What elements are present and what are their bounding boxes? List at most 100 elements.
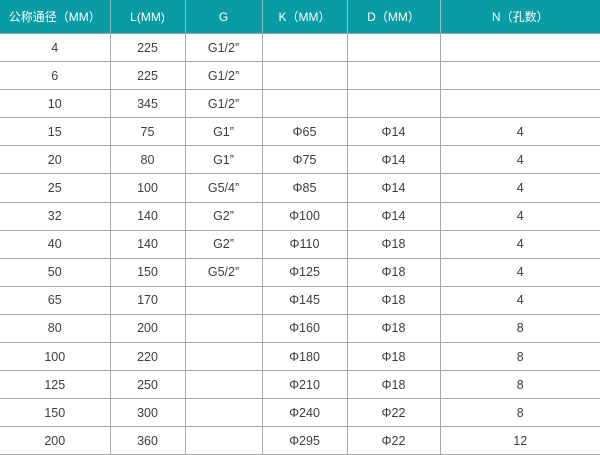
cell-l: 360 [110, 426, 186, 455]
cell-n: 8 [440, 398, 600, 428]
cell-g: G1/2” [185, 89, 263, 119]
cell-n: 8 [440, 370, 600, 400]
cell-d: Φ22 [347, 398, 441, 428]
cell-l: 170 [110, 286, 186, 315]
cell-dn: 200 [0, 426, 111, 455]
cell-l: 225 [110, 33, 186, 63]
cell-dn: 10 [0, 89, 111, 119]
cell-dn: 100 [0, 342, 111, 372]
cell-l: 140 [110, 230, 186, 259]
cell-g: G1/2” [185, 33, 263, 63]
table-row: 125 250 Φ210 Φ18 8 [0, 370, 600, 400]
column-header-d: D（MM） [347, 0, 441, 34]
table-row: 6 225 G1/2” [0, 61, 600, 91]
cell-n: 4 [440, 173, 600, 203]
cell-l: 300 [110, 398, 186, 428]
table-row: 80 200 Φ160 Φ18 8 [0, 314, 600, 344]
column-header-nominal-diameter: 公称通径（MM） [0, 0, 111, 34]
cell-k: Φ145 [262, 286, 348, 315]
cell-k: Φ210 [262, 370, 348, 400]
cell-dn: 80 [0, 314, 111, 344]
table-header: 公称通径（MM） L(MM) G K（MM） D（MM） N（孔数） [0, 0, 600, 34]
cell-d [347, 33, 441, 63]
cell-dn: 4 [0, 33, 111, 63]
table-row: 15 75 G1” Φ65 Φ14 4 [0, 117, 600, 147]
table-body: 4 225 G1/2” 6 225 G1/2” 10 345 G1/2” 15 75 G1” Φ65 Φ1… [0, 33, 600, 455]
cell-k: Φ160 [262, 314, 348, 344]
cell-n: 4 [440, 230, 600, 259]
cell-g [185, 426, 263, 455]
cell-n: 4 [440, 117, 600, 147]
cell-g: G5/4” [185, 173, 263, 203]
cell-n: 12 [440, 426, 600, 455]
table-row: 40 140 G2” Φ110 Φ18 4 [0, 230, 600, 259]
cell-k: Φ75 [262, 145, 348, 175]
cell-d: Φ18 [347, 286, 441, 315]
cell-d [347, 61, 441, 91]
column-header-thread: G [185, 0, 263, 34]
cell-k: Φ85 [262, 173, 348, 203]
cell-k: Φ110 [262, 230, 348, 259]
table-row: 150 300 Φ240 Φ22 8 [0, 398, 600, 428]
cell-d: Φ22 [347, 426, 441, 455]
cell-d: Φ18 [347, 230, 441, 259]
cell-k: Φ295 [262, 426, 348, 455]
cell-l: 220 [110, 342, 186, 372]
table-row: 10 345 G1/2” [0, 89, 600, 119]
cell-d: Φ18 [347, 258, 441, 287]
cell-k: Φ65 [262, 117, 348, 147]
cell-d: Φ18 [347, 314, 441, 344]
cell-n: 8 [440, 314, 600, 344]
cell-n [440, 33, 600, 63]
cell-g [185, 286, 263, 315]
cell-n: 8 [440, 342, 600, 372]
table-row: 100 220 Φ180 Φ18 8 [0, 342, 600, 372]
cell-l: 150 [110, 258, 186, 287]
cell-d: Φ18 [347, 370, 441, 400]
cell-k: Φ125 [262, 258, 348, 287]
cell-n: 4 [440, 258, 600, 287]
table-row: 25 100 G5/4” Φ85 Φ14 4 [0, 173, 600, 203]
cell-dn: 65 [0, 286, 111, 315]
cell-g: G2” [185, 230, 263, 259]
cell-l: 250 [110, 370, 186, 400]
cell-dn: 6 [0, 61, 111, 91]
cell-d: Φ14 [347, 145, 441, 175]
cell-n: 4 [440, 286, 600, 315]
table-row: 32 140 G2” Φ100 Φ14 4 [0, 202, 600, 231]
cell-l: 80 [110, 145, 186, 175]
table-row: 50 150 G5/2” Φ125 Φ18 4 [0, 258, 600, 287]
cell-l: 75 [110, 117, 186, 147]
cell-dn: 32 [0, 202, 111, 231]
cell-g: G5/2” [185, 258, 263, 287]
cell-n: 4 [440, 202, 600, 231]
cell-l: 100 [110, 173, 186, 203]
column-header-hole-count: N（孔数） [440, 0, 600, 34]
cell-dn: 15 [0, 117, 111, 147]
cell-l: 345 [110, 89, 186, 119]
cell-n [440, 89, 600, 119]
cell-k: Φ180 [262, 342, 348, 372]
column-header-length: L(MM) [110, 0, 186, 34]
table-row: 20 80 G1” Φ75 Φ14 4 [0, 145, 600, 175]
table-row: 200 360 Φ295 Φ22 12 [0, 426, 600, 455]
cell-l: 200 [110, 314, 186, 344]
cell-d: Φ14 [347, 117, 441, 147]
cell-dn: 125 [0, 370, 111, 400]
cell-k [262, 61, 348, 91]
cell-d: Φ14 [347, 202, 441, 231]
cell-g [185, 370, 263, 400]
cell-dn: 150 [0, 398, 111, 428]
cell-l: 225 [110, 61, 186, 91]
table-row: 65 170 Φ145 Φ18 4 [0, 286, 600, 315]
table-row: 4 225 G1/2” [0, 33, 600, 63]
cell-g: G1” [185, 145, 263, 175]
cell-k [262, 89, 348, 119]
cell-k [262, 33, 348, 63]
cell-g [185, 342, 263, 372]
cell-d: Φ14 [347, 173, 441, 203]
cell-g [185, 398, 263, 428]
header-row: 公称通径（MM） L(MM) G K（MM） D（MM） N（孔数） [0, 0, 600, 34]
column-header-k: K（MM） [262, 0, 348, 34]
